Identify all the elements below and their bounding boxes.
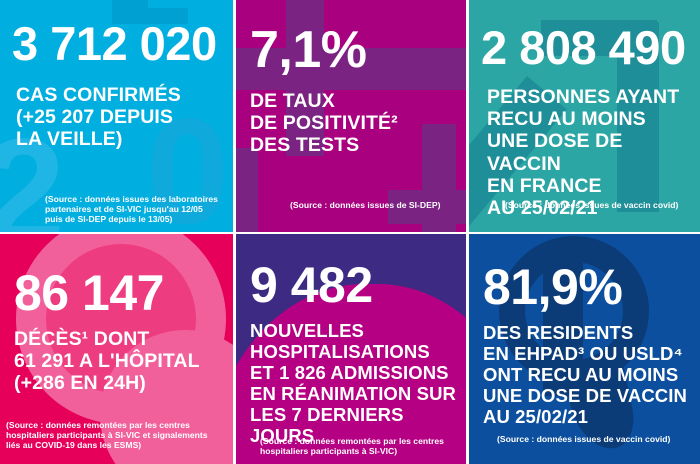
panel-personnes-vaccinees: 2 808 490 PERSONNES AYANT RECU AU MOINS … [469, 0, 700, 232]
stat-source-hospitalisations: (Source : données remontées par les cent… [260, 436, 444, 457]
panel-taux-positivite: 7,1% DE TAUX DE POSITIVITÉ² DES TESTS (S… [236, 0, 466, 232]
stat-source-taux-positivite: (Source : données issues de SI-DEP) [290, 200, 441, 210]
panel-cas-confirmes: 2 0 3 712 020 CAS CONFIRMÉS (+25 207 DEP… [0, 0, 233, 232]
stat-value-hospitalisations: 9 482 [250, 257, 373, 313]
stat-label-ehpad-vaccines: DES RESIDENTS EN EHPAD³ OU USLD⁴ ONT REC… [483, 322, 687, 428]
stat-label-hospitalisations: NOUVELLES HOSPITALISATIONS ET 1 826 ADMI… [250, 320, 456, 447]
stat-label-taux-positivite: DE TAUX DE POSITIVITÉ² DES TESTS [250, 90, 398, 157]
panel-hospitalisations: 9 482 NOUVELLES HOSPITALISATIONS ET 1 82… [236, 234, 466, 464]
stat-value-personnes-vaccinees: 2 808 490 [481, 21, 686, 74]
stat-value-taux-positivite: 7,1% [250, 21, 367, 79]
stat-label-cas-confirmes: CAS CONFIRMÉS (+25 207 DEPUIS LA VEILLE) [16, 84, 181, 151]
stat-value-deces: 86 147 [14, 265, 164, 321]
panel-deces: 86 147 DÉCÈS¹ DONT 61 291 A L'HÔPITAL (+… [0, 234, 233, 464]
stat-label-deces: DÉCÈS¹ DONT 61 291 A L'HÔPITAL (+286 EN … [14, 328, 200, 395]
panel-ehpad-vaccines: 81,9% DES RESIDENTS EN EHPAD³ OU USLD⁴ O… [469, 234, 700, 464]
stat-source-deces: (Source : données remontées par les cent… [6, 420, 208, 451]
stat-source-personnes-vaccinees: (Source : données issues de vaccin covid… [505, 200, 679, 210]
stat-value-ehpad-vaccines: 81,9% [483, 259, 623, 315]
stat-source-cas-confirmes: (Source : données issues des laboratoire… [45, 194, 218, 225]
stat-value-cas-confirmes: 3 712 020 [12, 17, 217, 70]
stat-source-ehpad-vaccines: (Source : données issues de vaccin covid… [497, 434, 671, 444]
